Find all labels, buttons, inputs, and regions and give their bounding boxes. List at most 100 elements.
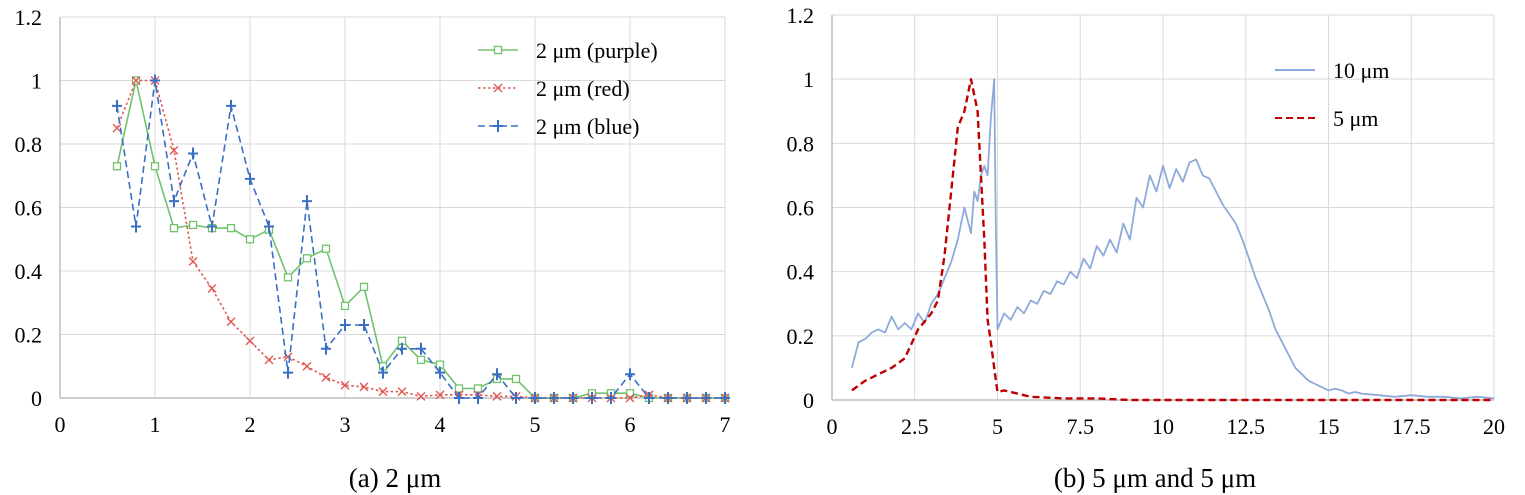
chart-a-y-tick-label: 1.2 [15, 5, 43, 30]
chart-a-point [473, 392, 483, 404]
chart-a-legend-entry-0: 2 μm (purple) [478, 38, 658, 63]
chart-a-point [321, 342, 331, 355]
chart-a-point [701, 392, 711, 404]
chart-a-point [473, 384, 483, 393]
chart-a-legend-label: 2 μm (blue) [536, 114, 639, 139]
chart-a-point [416, 342, 426, 355]
chart-a-point [340, 380, 350, 390]
chart-a-point [188, 147, 198, 160]
chart-b-x-tick-label: 0 [827, 414, 838, 439]
chart-b-y-tick-label: 0 [803, 388, 814, 413]
chart-a-point [302, 195, 312, 208]
chart-a-series-line-2 [116, 79, 725, 399]
chart-b-legend: 10 μm 5 μm [1275, 58, 1389, 131]
chart-b-legend-label: 10 μm [1333, 58, 1389, 83]
chart-a-y-tick-label: 0 [31, 386, 42, 411]
chart-a-point [131, 220, 141, 233]
chart-b-x-tick-label: 2.5 [901, 414, 929, 439]
chart-a-point [340, 318, 350, 331]
chart-b-x-tick-label: 15 [1318, 414, 1340, 439]
chart-a-point [112, 123, 122, 133]
chart-a-series-2 [112, 74, 730, 404]
chart-b-x-tick-label: 17.5 [1392, 414, 1431, 439]
chart-a-x-tick-label: 0 [55, 412, 66, 437]
chart-a-legend-entry-2: 2 μm (blue) [478, 114, 639, 139]
chart-a-point [644, 392, 654, 404]
chart-a-point [169, 195, 179, 208]
chart-a-point [454, 392, 464, 404]
chart-a-point [378, 366, 388, 379]
chart-a-point [245, 235, 255, 244]
chart-a-point [340, 301, 350, 311]
chart-b-grid [832, 14, 1495, 400]
chart-a-point [416, 391, 426, 401]
chart-a-point [568, 392, 578, 404]
chart-a-point [492, 368, 502, 381]
chart-a-x-tick-label: 7 [720, 412, 731, 437]
chart-b-y-tick-label: 1.2 [787, 3, 815, 28]
chart-a-point [188, 220, 198, 230]
chart-a-point [226, 317, 236, 327]
chart-a: 0 1 2 3 4 5 6 700.20.40.60.811.2 2 μm (purple)2… [15, 5, 731, 493]
chart-b-series-0 [851, 78, 1495, 400]
chart-a-point [264, 355, 274, 365]
chart-b-axes [831, 15, 1494, 401]
chart-b-series-1 [851, 77, 1494, 402]
chart-b-x-tick-label: 12.5 [1227, 414, 1266, 439]
chart-a-x-tick-label: 4 [435, 412, 446, 437]
chart-a-point [302, 361, 312, 371]
chart-a-grid [60, 16, 726, 398]
chart-a-legend-marker [493, 120, 503, 132]
chart-b-y-tick-label: 0.2 [787, 324, 815, 349]
chart-a-legend-marker [493, 45, 503, 55]
chart-b-caption: (b) 5 μm and 5 μm [1054, 463, 1256, 493]
chart-b-x-tick-label: 20 [1483, 414, 1505, 439]
chart-a-point [625, 368, 635, 381]
chart-a-series [112, 74, 730, 404]
chart-a-point [625, 389, 635, 398]
chart-a-point [492, 391, 502, 401]
chart-a-point [245, 172, 255, 185]
chart-a-point [150, 162, 160, 171]
chart-a-point [283, 366, 293, 379]
chart-a-point [112, 99, 122, 112]
chart-a-legend-marker [493, 83, 503, 93]
chart-a-point [169, 223, 179, 233]
chart-a-x-tick-label: 1 [150, 412, 161, 437]
chart-b-legend-entry-1: 5 μm [1275, 106, 1378, 131]
chart-b-series-line-1 [851, 77, 1494, 402]
chart-a-point [283, 273, 293, 282]
chart-a-point [720, 392, 730, 404]
chart-a-point [682, 392, 692, 404]
chart-a-caption: (a) 2 μm [349, 463, 441, 493]
chart-a-point [378, 387, 388, 397]
chart-a-tick-labels: 0 1 2 3 4 5 6 7 0 0.2 0.4 0.6 0.8 1 1.2 [15, 5, 731, 437]
chart-b-x-tick-label: 5 [992, 414, 1003, 439]
chart-b-tick-labels: 0 2.5 5 7.5 10 12.5 15 17.5 20 0 0.2 0.4 0.6 0.8 1 1.2 [787, 3, 1506, 439]
chart-a-point [454, 384, 464, 393]
chart-a-legend-label: 2 μm (purple) [536, 38, 658, 63]
chart-a-point [150, 74, 160, 87]
chart-a-point [245, 336, 255, 346]
chart-b-y-tick-label: 0.8 [787, 131, 815, 156]
chart-a-y-tick-label: 1 [31, 69, 42, 94]
chart-a-point [321, 244, 331, 253]
chart-a-point [397, 342, 407, 355]
chart-a-x-tick-label: 2 [245, 412, 256, 437]
chart-a-point [511, 374, 521, 384]
chart-b-y-tick-label: 0.4 [787, 260, 815, 285]
chart-a-point [397, 387, 407, 397]
chart-a-point [112, 162, 122, 171]
chart-b-legend-label: 5 μm [1333, 106, 1378, 131]
chart-b: 0 2.5 5 7.5 10 12.5 15 17.5 2000.20.40.60.811.2 … [787, 3, 1506, 493]
chart-a-point [663, 392, 673, 404]
chart-a-x-tick-label: 5 [530, 412, 541, 437]
chart-a-point [606, 392, 616, 404]
chart-a-y-tick-label: 0.2 [15, 323, 43, 348]
chart-a-point [435, 390, 445, 400]
chart-b-legend-entry-0: 10 μm [1275, 58, 1389, 83]
chart-b-x-tick-label: 10 [1152, 414, 1174, 439]
chart-a-point [321, 372, 331, 382]
chart-a-point [530, 392, 540, 404]
